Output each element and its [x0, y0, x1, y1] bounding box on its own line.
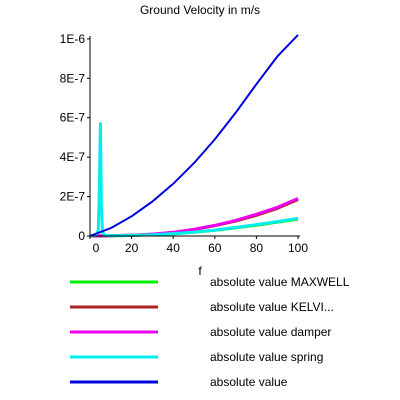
- y-tick-label: 8E-7: [60, 71, 86, 85]
- legend-label: absolute value spring: [210, 350, 323, 364]
- x-tick-label: 40: [167, 241, 181, 255]
- series-line-3: [89, 122, 299, 238]
- x-tick-label: 0: [93, 241, 100, 255]
- y-axis: 0 2E-7 4E-7 6E-7 8E-7 1E-6: [60, 32, 91, 243]
- y-tick-label: 6E-7: [60, 111, 86, 125]
- y-tick-label: 0: [78, 229, 85, 243]
- series-line-4: [89, 34, 299, 237]
- x-axis-label: f: [198, 264, 202, 278]
- legend-label: absolute value MAXWELL: [210, 275, 350, 289]
- x-tick-label: 80: [250, 241, 264, 255]
- series-line-2: [89, 197, 299, 238]
- chart-title: Ground Velocity in m/s: [140, 3, 260, 17]
- plot-area: [89, 34, 299, 238]
- x-tick-label: 60: [208, 241, 222, 255]
- legend-label: absolute value: [210, 375, 288, 389]
- y-tick-label: 1E-6: [60, 32, 86, 46]
- y-tick-label: 2E-7: [60, 190, 86, 204]
- x-tick-label: 100: [288, 241, 308, 255]
- legend-label: absolute value KELVI...: [210, 300, 334, 314]
- x-tick-label: 20: [125, 241, 139, 255]
- legend: absolute value MAXWELL absolute value KEL…: [70, 275, 350, 389]
- y-tick-label: 4E-7: [60, 150, 86, 164]
- x-axis: 0 20 40 60 80 100: [89, 235, 308, 255]
- legend-label: absolute value damper: [210, 325, 331, 339]
